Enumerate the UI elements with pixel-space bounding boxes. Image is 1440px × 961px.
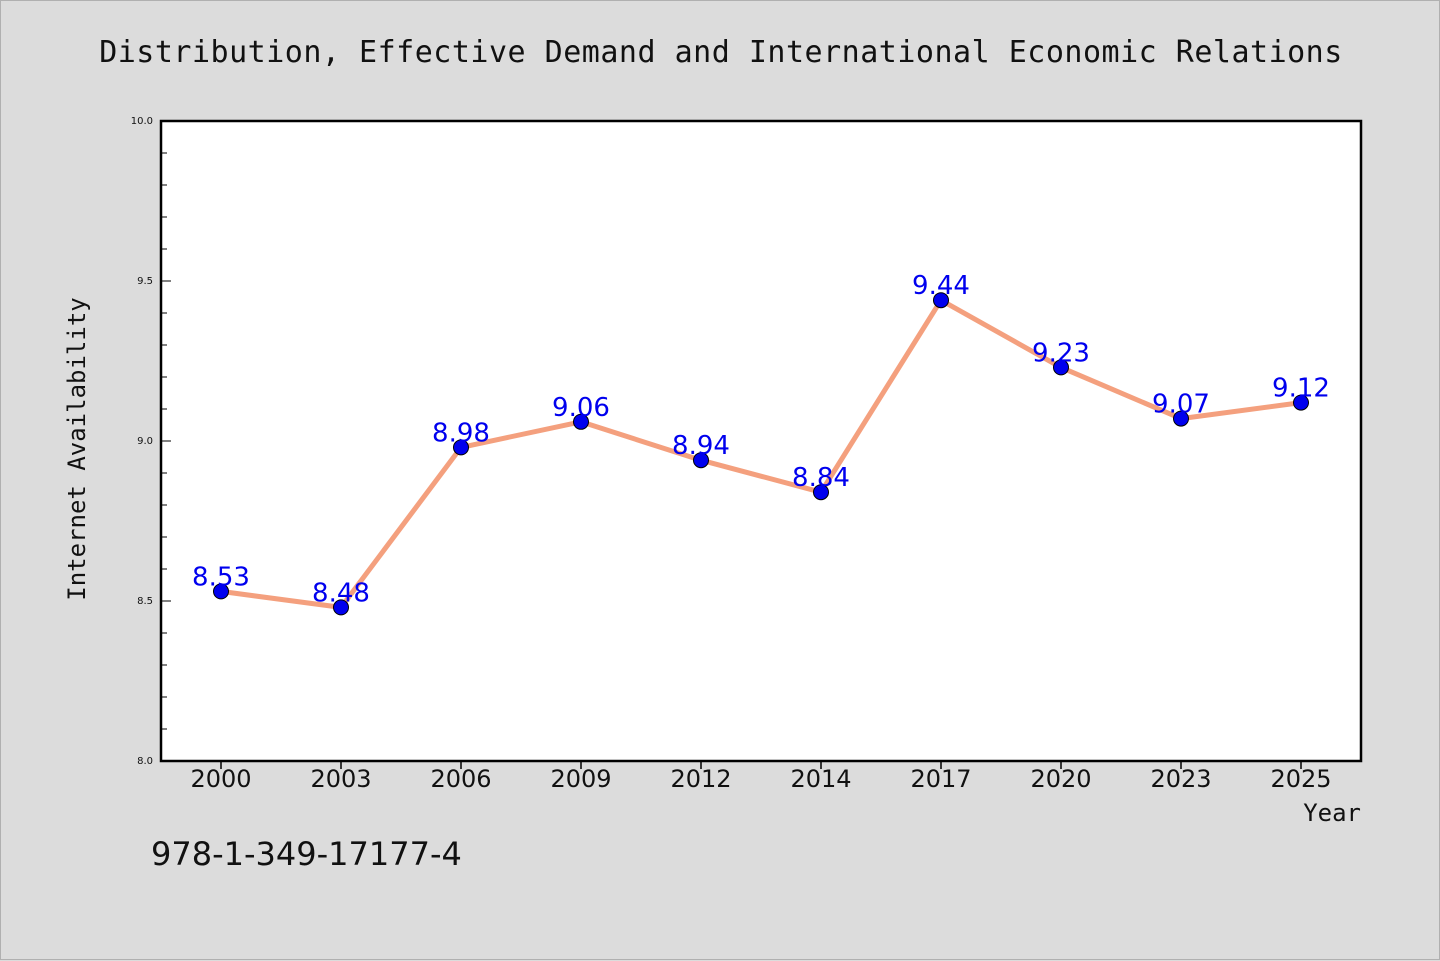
x-tick-label: 2020 [1030,765,1091,793]
plot-area [159,119,1363,763]
data-label: 9.07 [1152,390,1210,420]
y-axis: 8.0 8.5 9.0 9.5 10.0 [131,116,171,767]
data-label: 9.06 [552,393,610,423]
data-point [1173,410,1189,427]
x-tick-label: 2012 [670,765,731,793]
data-point [1293,394,1309,411]
data-label: 9.44 [912,271,970,301]
data-label: 8.98 [432,418,490,448]
y-tick-label: 9.0 [137,436,153,447]
data-point [693,452,709,469]
series-line [218,297,1304,610]
x-tick-label: 2003 [310,765,371,793]
data-point [933,292,949,309]
x-tick-label: 2006 [430,765,491,793]
data-label: 8.53 [192,562,250,592]
isbn-text: 978-1-349-17177-4 [151,835,462,873]
data-label: 8.94 [672,431,730,461]
x-tick-label: 2009 [550,765,611,793]
x-tick-label: 2023 [1150,765,1211,793]
data-point [813,484,829,501]
x-tick-label: 2025 [1270,765,1331,793]
data-point [1053,359,1069,376]
x-tick-label: 2017 [910,765,971,793]
x-axis: 2000 2003 2006 2009 2012 2014 2017 2020 2023 2025 [190,761,1332,793]
data-point [213,583,229,600]
data-point [453,439,469,456]
data-label: 9.12 [1272,374,1330,404]
data-label: 8.84 [792,463,850,493]
data-label: 9.23 [1032,338,1090,368]
data-point [573,413,589,430]
x-axis-label: Year [1303,799,1361,827]
chart-title: Distribution, Effective Demand and Inter… [99,35,1343,70]
y-tick-label: 9.5 [137,276,153,287]
x-tick-label: 2000 [190,765,251,793]
data-point [333,599,349,616]
series-layer: 8.53 8.48 8.98 9.06 8.94 8.84 9.44 9.23 9.07 9.12 [192,271,1330,616]
x-tick-label: 2014 [790,765,851,793]
y-tick-label: 8.5 [137,596,153,607]
y-tick-label: 10.0 [131,116,153,127]
data-label: 8.48 [312,578,370,608]
y-tick-label: 8.0 [137,756,153,767]
